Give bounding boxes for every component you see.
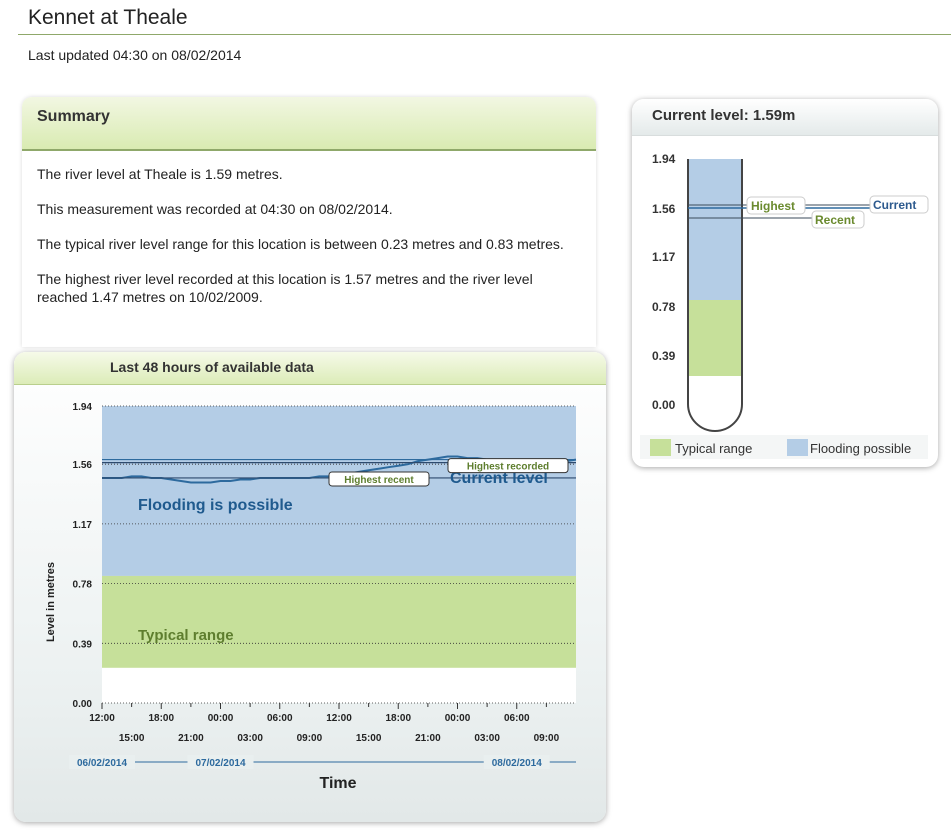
date-label: 07/02/2014: [195, 758, 245, 769]
gauge-tick-label: 1.94: [652, 152, 676, 166]
y-tick-label: 1.17: [73, 520, 93, 531]
legend-typical-swatch: [650, 439, 671, 456]
current-level-header: Current level: 1.59m: [632, 99, 938, 136]
level-chart: 1.94 1.56 1.17 0.78 0.39 0.00 12:00 18:00 00:00…: [45, 402, 577, 792]
gauge-tube-outline: [687, 159, 743, 432]
current-level-label: Current level: [450, 470, 548, 487]
chart-header: Last 48 hours of available data: [14, 352, 606, 385]
x-tick-label: 06:00: [267, 713, 293, 724]
legend-typical-label: Typical range: [675, 441, 752, 456]
x-tick-label: 15:00: [356, 733, 382, 744]
gauge-recent-tag: [811, 210, 865, 229]
date-label: 06/02/2014: [77, 758, 127, 769]
y-tick-label: 0.00: [73, 699, 93, 710]
gauge-tick-label: 0.78: [652, 300, 676, 314]
gauge-legend: [640, 435, 928, 459]
summary-header: Summary: [22, 97, 596, 151]
last-updated: Last updated 04:30 on 08/02/2014: [28, 47, 242, 63]
x-tick-label: 03:00: [474, 733, 500, 744]
y-tick-label: 0.39: [73, 639, 93, 650]
date-label-bg: [483, 755, 550, 769]
x-tick-label: 09:00: [297, 733, 323, 744]
highest-recorded-tag: [447, 458, 569, 474]
x-tick-label: 03:00: [237, 733, 263, 744]
summary-body: The river level at Theale is 1.59 metres…: [22, 151, 596, 333]
typical-zone: [102, 575, 576, 668]
x-tick-label: 21:00: [415, 733, 441, 744]
gauge-tick-label: 1.17: [652, 250, 676, 264]
x-tick-label: 00:00: [208, 713, 234, 724]
gauge-tick-label: 1.56: [652, 202, 676, 216]
y-tick-label: 1.94: [73, 402, 93, 413]
summary-heading: Summary: [37, 108, 110, 125]
gauge-highest-label: Highest: [751, 199, 795, 213]
title-divider: [18, 34, 951, 35]
gauge-current-label: Current: [873, 198, 916, 212]
legend-flooding-label: Flooding possible: [810, 441, 911, 456]
y-tick-label: 0.78: [73, 580, 93, 591]
gauge-current-tag: [869, 195, 929, 214]
chart-xlabel: Time: [319, 775, 356, 792]
gauge-highest-tag: [746, 196, 806, 215]
x-tick-label: 06:00: [504, 713, 530, 724]
highest-recent-tag: [328, 471, 430, 487]
x-tick-label: 12:00: [89, 713, 115, 724]
x-tick-label: 15:00: [119, 733, 145, 744]
gauge-recent-label: Recent: [815, 213, 855, 227]
gauge-flooding-zone: [688, 159, 742, 300]
x-tick-label: 09:00: [534, 733, 560, 744]
date-label: 08/02/2014: [492, 758, 542, 769]
chart-title: Last 48 hours of available data: [110, 359, 314, 375]
x-tick-label: 21:00: [178, 733, 204, 744]
x-tick-label: 00:00: [445, 713, 471, 724]
flooding-zone-label: Flooding is possible: [138, 497, 293, 514]
current-level-panel: Current level: 1.59m 1.94 1.56 1.17 0.78…: [632, 99, 938, 467]
highest-recorded-label: Highest recorded: [467, 462, 549, 473]
gauge-tick-label: 0.00: [652, 398, 676, 412]
current-level-title: Current level: 1.59m: [652, 107, 796, 124]
x-tick-label: 18:00: [148, 713, 174, 724]
summary-line-current: The river level at Theale is 1.59 metres…: [37, 166, 283, 182]
summary-panel: Summary The river level at Theale is 1.5…: [22, 97, 596, 347]
flooding-zone: [102, 406, 576, 576]
page-title: Kennet at Theale: [28, 6, 188, 29]
x-tick-label: 12:00: [326, 713, 352, 724]
chart-panel: Last 48 hours of available data 1.94 1.56…: [14, 352, 606, 822]
date-label-bg: [69, 755, 135, 769]
typical-zone-label: Typical range: [138, 627, 234, 644]
summary-line-typical: The typical river level range for this l…: [37, 236, 564, 252]
gauge-typical-zone: [688, 300, 742, 376]
date-label-bg: [187, 755, 254, 769]
summary-line-recorded: This measurement was recorded at 04:30 o…: [37, 201, 393, 217]
gauge-tick-label: 0.39: [652, 349, 676, 363]
highest-recent-label: Highest recent: [344, 475, 414, 486]
chart-ylabel: Level in metres: [45, 562, 57, 642]
x-tick-label: 18:00: [385, 713, 411, 724]
y-tick-label: 1.56: [73, 460, 93, 471]
legend-flooding-swatch: [787, 439, 808, 456]
summary-line-highest: The highest river level recorded at this…: [37, 271, 533, 305]
level-gauge: 1.94 1.56 1.17 0.78 0.39 0.00 Highest Re…: [640, 152, 929, 459]
